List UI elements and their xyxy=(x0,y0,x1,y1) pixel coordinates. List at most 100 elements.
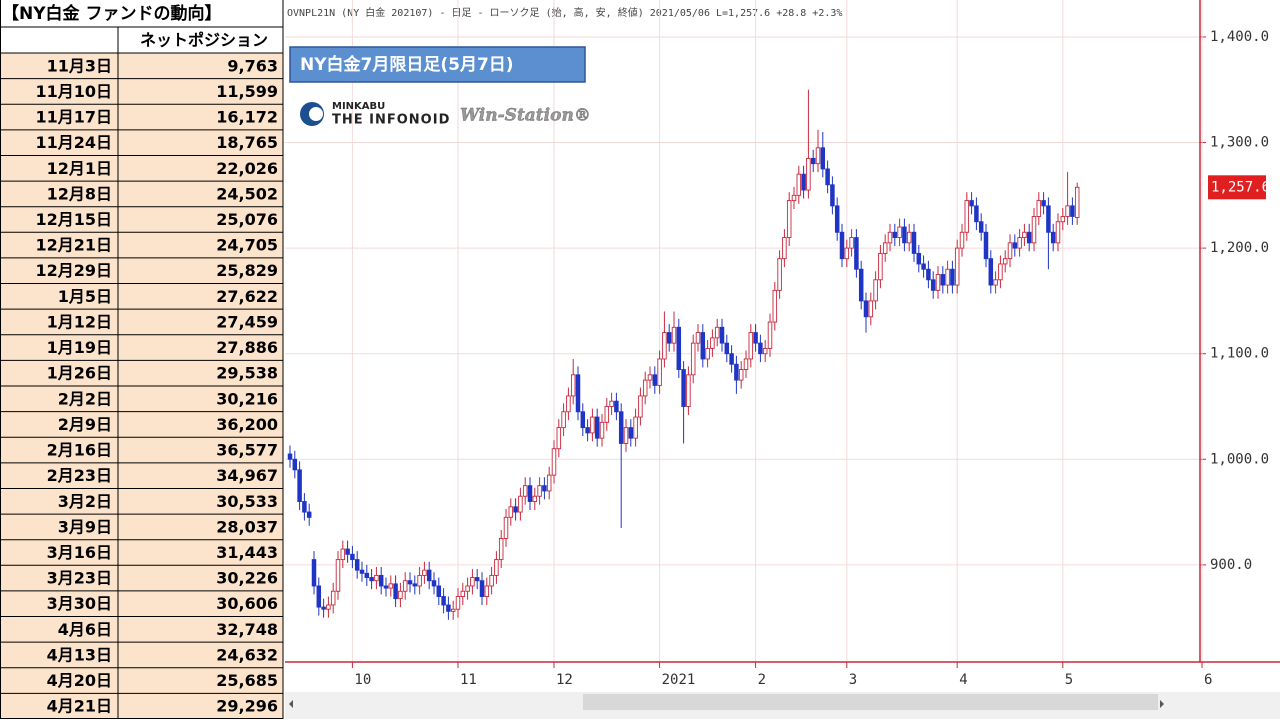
candle-body xyxy=(618,411,624,444)
value-cell: 30,606 xyxy=(216,594,278,613)
candle-body xyxy=(623,427,629,444)
candle-body xyxy=(887,231,893,244)
value-cell: 24,705 xyxy=(216,236,278,255)
value-cell: 30,216 xyxy=(216,389,278,408)
candle-body xyxy=(681,369,686,407)
candle-body xyxy=(815,147,821,165)
x-tick-label: 3 xyxy=(849,672,857,688)
candles xyxy=(287,89,1080,620)
candle-body xyxy=(633,416,638,439)
date-cell: 11月24日 xyxy=(35,133,112,152)
last-price-label: 1,257.6 xyxy=(1211,179,1270,195)
candle-body xyxy=(1074,186,1080,218)
last-price-box xyxy=(1208,175,1266,200)
candle-body xyxy=(1031,215,1037,244)
candle-body xyxy=(340,548,346,561)
candle-body xyxy=(810,157,816,165)
candle-body xyxy=(916,252,922,265)
candle-body xyxy=(671,326,677,344)
candle-body xyxy=(724,342,730,355)
date-cell: 11月10日 xyxy=(35,82,112,101)
date-cell: 2月2日 xyxy=(58,389,112,408)
date-cell: 4月20日 xyxy=(47,671,112,690)
candle-body xyxy=(806,157,811,191)
candle-body xyxy=(335,559,341,592)
position-table: 【NY白金 ファンドの動向】 ネットポジション 11月3日 9,763 11月10日… xyxy=(0,0,284,719)
chart: OVNPL21N (NY 白金 202107) - 日足 - ローソク足 (始,… xyxy=(285,0,1280,719)
candle-body xyxy=(662,332,667,360)
candle-body xyxy=(642,379,648,397)
candle-body xyxy=(311,559,317,587)
date-cell: 3月16日 xyxy=(47,543,112,562)
candle-body xyxy=(431,580,437,587)
candle-body xyxy=(561,411,566,429)
scroll-thumb[interactable] xyxy=(583,694,1158,710)
candle-body xyxy=(767,321,773,349)
candle-body xyxy=(700,332,706,360)
scroll-right[interactable] xyxy=(1160,700,1164,708)
candle-body xyxy=(518,495,523,513)
value-cell: 11,599 xyxy=(216,82,278,101)
candle-body xyxy=(556,427,562,450)
candle-body xyxy=(964,200,970,233)
candle-body xyxy=(388,583,394,589)
candle-body xyxy=(1026,231,1032,244)
candle-body xyxy=(599,421,605,439)
candle-body xyxy=(714,326,720,339)
y-tick-label: 900.0 xyxy=(1210,557,1252,573)
date-cell: 11月3日 xyxy=(47,56,112,75)
candle-body xyxy=(302,501,307,513)
date-cell: 1月19日 xyxy=(47,338,112,357)
value-cell: 30,533 xyxy=(216,492,278,511)
table-background xyxy=(0,0,283,719)
candle-body xyxy=(911,231,917,254)
candle-body xyxy=(830,184,835,207)
candle-body xyxy=(1070,205,1075,217)
candle-body xyxy=(1036,200,1042,217)
candle-body xyxy=(753,332,758,344)
candle-body xyxy=(460,590,466,597)
date-cell: 2月16日 xyxy=(47,441,112,460)
candle-body xyxy=(330,590,336,606)
candle-body xyxy=(988,258,994,286)
candle-body xyxy=(1046,205,1051,233)
candle-body xyxy=(489,574,494,587)
value-cell: 34,967 xyxy=(216,466,278,485)
candle-body xyxy=(527,485,533,502)
candle-body xyxy=(393,583,398,600)
scroll-left[interactable] xyxy=(289,700,293,708)
candle-body xyxy=(426,569,432,582)
candle-body xyxy=(594,416,600,439)
candle-body xyxy=(369,577,374,582)
candle-body xyxy=(470,577,475,587)
candle-body xyxy=(609,400,614,407)
value-cell: 30,226 xyxy=(216,569,278,588)
candle-body xyxy=(614,400,619,413)
value-cell: 31,443 xyxy=(216,543,278,562)
candle-body xyxy=(350,553,355,561)
candle-body xyxy=(705,347,710,360)
candle-body xyxy=(474,577,480,582)
date-cell: 3月30日 xyxy=(47,594,112,613)
value-cell: 27,622 xyxy=(216,287,278,306)
candle-body xyxy=(734,363,739,381)
date-cell: 11月17日 xyxy=(35,108,112,127)
logo-text: THE INFONOID xyxy=(332,113,450,128)
candle-body xyxy=(786,200,792,239)
candle-body xyxy=(306,511,312,518)
date-cell: 12月1日 xyxy=(47,159,112,178)
candle-body xyxy=(897,226,902,239)
candle-body xyxy=(590,416,595,434)
value-cell: 25,076 xyxy=(216,210,278,229)
candle-body xyxy=(930,279,936,291)
date-cell: 4月6日 xyxy=(58,620,112,639)
date-cell: 1月12日 xyxy=(47,312,112,331)
x-tick-label: 6 xyxy=(1204,672,1212,688)
value-cell: 36,200 xyxy=(216,415,278,434)
value-cell: 16,172 xyxy=(216,108,278,127)
chart-subtitle: OVNPL21N (NY 白金 202107) - 日足 - ローソク足 (始,… xyxy=(287,6,842,19)
date-cell: 12月8日 xyxy=(47,184,112,203)
candle-body xyxy=(292,458,298,471)
x-tick-label: 12 xyxy=(556,672,573,688)
